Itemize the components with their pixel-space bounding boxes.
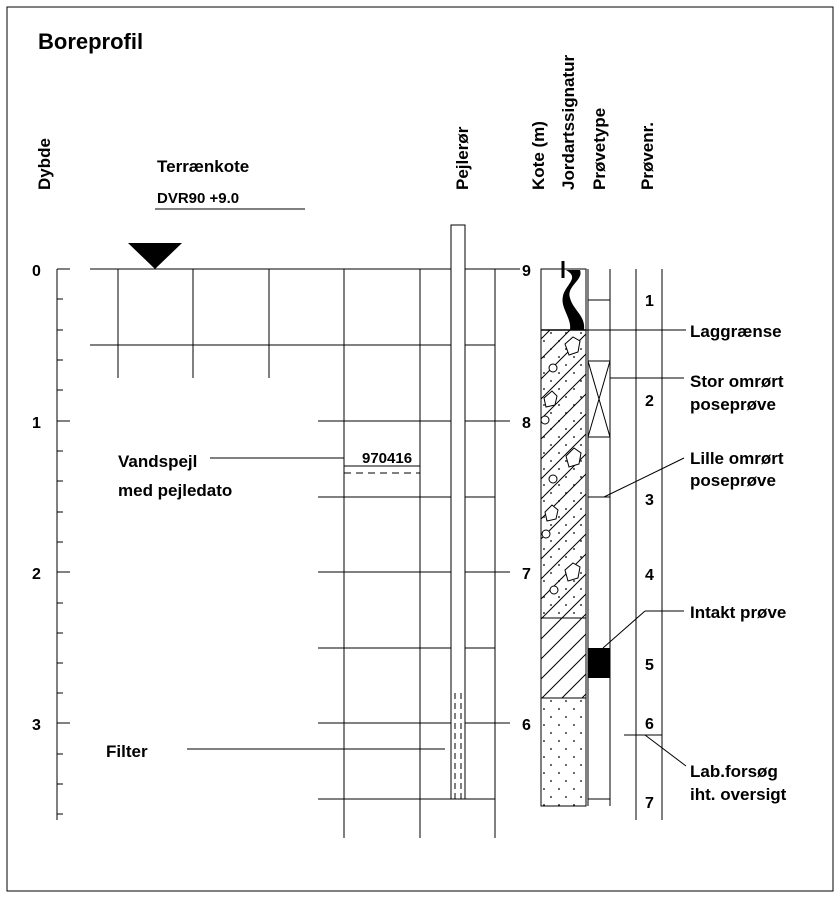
depth-tick-label: 2 [32,566,41,583]
terrain-datum: DVR90 +9.0 [157,190,239,207]
intact-sample-icon [588,648,610,678]
legend-small-bag-2: poseprøve [690,471,776,490]
elevation-tick-label: 6 [522,717,531,734]
water-table-sublabel: med pejledato [118,481,232,500]
sample-number: 3 [645,492,654,509]
legend-large-bag-2: poseprøve [690,395,776,414]
legend-intact-sample: Intakt prøve [690,603,786,622]
elevation-tick-label: 7 [522,566,531,583]
header-elevation: Kote (m) [529,121,548,190]
legend-lab-test: Lab.forsøg [690,762,778,781]
terrain-label: Terrænkote [157,157,249,176]
small-bag-leader [603,457,685,498]
soil-column [540,261,587,807]
soil-layer-sand [540,697,587,807]
sample-number: 6 [645,716,654,733]
terrain-triangle-icon [128,243,182,269]
large-bag-sample-icon [587,360,611,438]
sample-number: 2 [645,393,654,410]
elevation-tick-label: 9 [522,263,531,280]
filter-screen [454,693,462,799]
depth-axis-ticks [57,268,70,815]
filter-label: Filter [106,742,148,761]
soil-layer-clay [540,617,587,699]
header-soil: Jordartssignatur [559,55,578,190]
elevation-tick-label: 8 [522,415,531,432]
lab-test-leader [644,734,687,767]
depth-tick-label: 1 [32,415,41,432]
outer-frame [6,6,834,892]
elevation-ticks [495,268,510,724]
legend-layer-boundary: Laggrænse [690,322,782,341]
legend-lab-test-2: iht. oversigt [690,785,787,804]
sample-number: 4 [645,567,654,584]
depth-tick-label: 0 [32,263,41,280]
page-title: Boreprofil [38,29,143,54]
legend-large-bag: Stor omrørt [690,372,784,391]
sample-number: 1 [645,293,654,310]
depth-tick-label: 3 [32,717,41,734]
sample-number: 7 [645,795,654,812]
header-sample-type: Prøvetype [590,108,609,190]
legend-small-bag: Lille omrørt [690,449,784,468]
header-pipe: Pejlerør [453,126,472,190]
header-sample-no: Prøvenr. [638,122,657,190]
header-depth: Dybde [35,138,54,190]
sample-type-column [587,269,611,806]
water-table-date: 970416 [362,450,412,467]
observation-pipe [450,224,466,800]
water-table-label: Vandspejl [118,452,197,471]
sample-number: 5 [645,657,654,674]
intact-sample-leader [602,610,646,649]
topsoil-symbol [562,270,585,330]
stone-symbols [540,336,582,595]
